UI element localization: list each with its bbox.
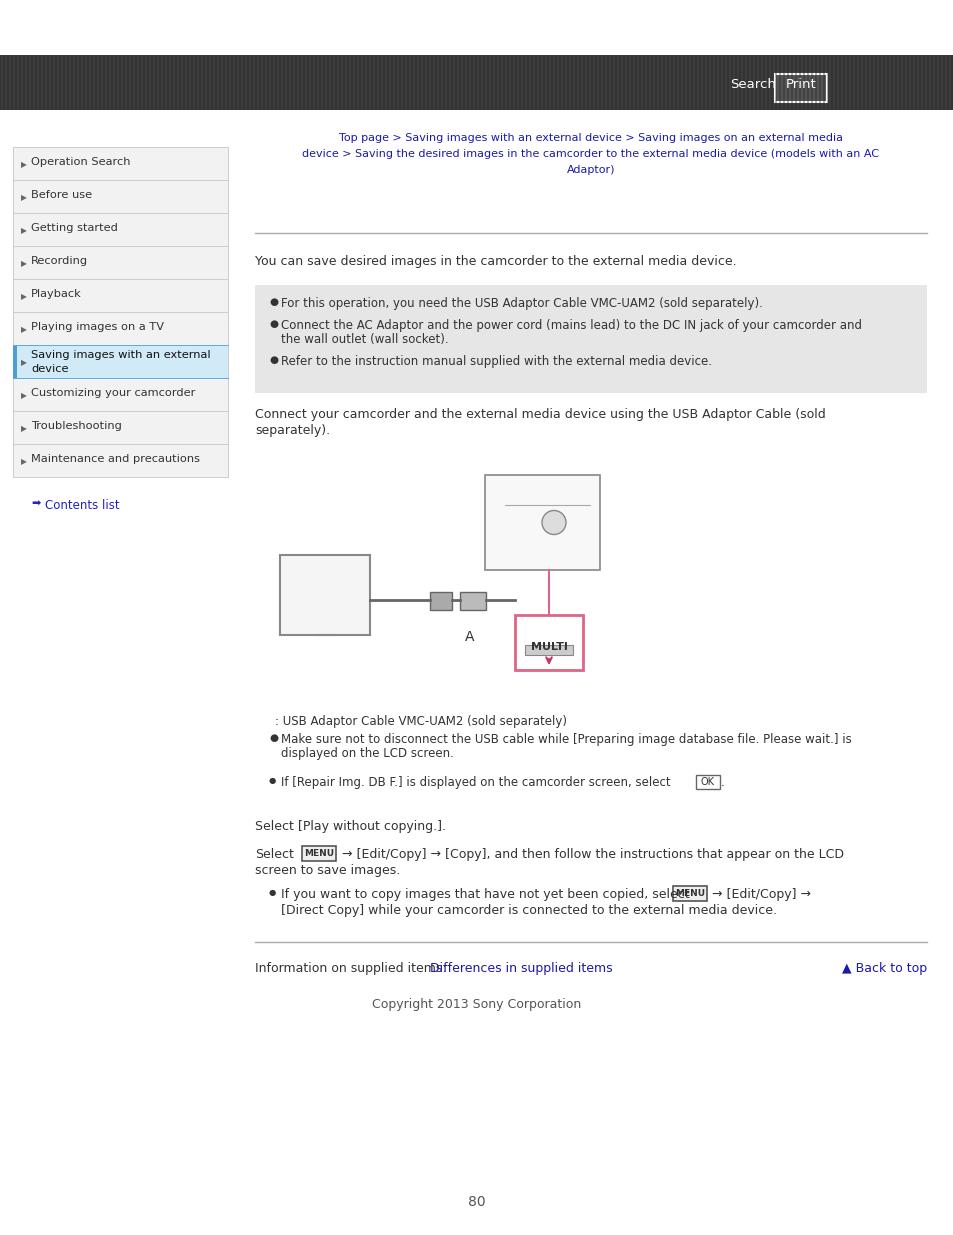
Text: ●: ● [269, 888, 276, 897]
Bar [484, 475, 599, 571]
Text: ▶: ▶ [21, 161, 27, 169]
Text: For this operation, you need the USB Adaptor Cable VMC-UAM2 (sold separately).: For this operation, you need the USB Ada… [281, 296, 762, 310]
Bar [302, 846, 335, 861]
Bar [459, 592, 485, 610]
Text: If you want to copy images that have not yet been copied, select: If you want to copy images that have not… [281, 888, 689, 902]
Text: ▶: ▶ [21, 325, 27, 333]
Bar [672, 885, 706, 902]
Text: Print: Print [785, 78, 816, 90]
Text: Select: Select [254, 848, 294, 861]
Text: ▶: ▶ [21, 193, 27, 203]
Bar [0, 0, 953, 56]
Text: Customizing your camcorder: Customizing your camcorder [30, 388, 195, 398]
Text: Refer to the instruction manual supplied with the external media device.: Refer to the instruction manual supplied… [281, 354, 711, 368]
Bar [13, 147, 228, 477]
Text: ●: ● [269, 354, 277, 366]
Text: Information on supplied items:: Information on supplied items: [254, 962, 450, 974]
Text: the wall outlet (wall socket).: the wall outlet (wall socket). [281, 333, 448, 346]
Text: Adaptor): Adaptor) [566, 165, 615, 175]
Text: 80: 80 [468, 1195, 485, 1209]
Text: A: A [465, 630, 475, 643]
Text: Maintenance and precautions: Maintenance and precautions [30, 454, 200, 464]
Text: Before use: Before use [30, 190, 92, 200]
Text: Recording: Recording [30, 256, 88, 266]
Bar [13, 345, 17, 378]
Text: device > Saving the desired images in the camcorder to the external media device: device > Saving the desired images in th… [302, 149, 879, 159]
Text: ●: ● [269, 776, 276, 785]
Bar [430, 592, 452, 610]
Text: → [Edit/Copy] →: → [Edit/Copy] → [707, 888, 810, 902]
Text: Operation Search: Operation Search [30, 157, 131, 167]
Text: You can save desired images in the camcorder to the external media device.: You can save desired images in the camco… [254, 254, 736, 268]
Text: ▶: ▶ [21, 424, 27, 433]
Text: Connect your camcorder and the external media device using the USB Adaptor Cable: Connect your camcorder and the external … [254, 408, 825, 421]
Text: → [Edit/Copy] → [Copy], and then follow the instructions that appear on the LCD: → [Edit/Copy] → [Copy], and then follow … [337, 848, 843, 861]
Text: ▶: ▶ [21, 291, 27, 301]
Text: Search: Search [729, 78, 775, 90]
Text: [Direct Copy] while your camcorder is connected to the external media device.: [Direct Copy] while your camcorder is co… [281, 904, 776, 918]
Text: MULTI: MULTI [530, 642, 567, 652]
Text: MENU: MENU [674, 889, 704, 899]
Text: ●: ● [269, 319, 277, 329]
Text: OK: OK [700, 777, 714, 787]
Bar [696, 776, 720, 789]
Text: ▲ Back to top: ▲ Back to top [841, 962, 926, 974]
Text: Contents list: Contents list [45, 499, 119, 513]
Bar [13, 345, 228, 378]
Bar [0, 56, 953, 110]
Bar [280, 555, 370, 635]
Text: Top page > Saving images with an external device > Saving images on an external : Top page > Saving images with an externa… [338, 133, 842, 143]
Text: Connect the AC Adaptor and the power cord (mains lead) to the DC IN jack of your: Connect the AC Adaptor and the power cor… [281, 319, 862, 332]
Text: Differences in supplied items: Differences in supplied items [430, 962, 612, 974]
Text: If [Repair Img. DB F.] is displayed on the camcorder screen, select: If [Repair Img. DB F.] is displayed on t… [281, 776, 670, 789]
Text: Select [Play without copying.].: Select [Play without copying.]. [254, 820, 446, 832]
Text: Playback: Playback [30, 289, 82, 299]
Text: Make sure not to disconnect the USB cable while [Preparing image database file. : Make sure not to disconnect the USB cabl… [281, 734, 851, 746]
Text: MENU: MENU [304, 850, 334, 858]
Text: Copyright 2013 Sony Corporation: Copyright 2013 Sony Corporation [372, 998, 581, 1011]
Text: ▶: ▶ [21, 259, 27, 268]
Bar [515, 615, 582, 671]
Text: separately).: separately). [254, 424, 330, 437]
Text: ▶: ▶ [21, 457, 27, 466]
Text: screen to save images.: screen to save images. [254, 864, 400, 877]
Text: .: . [720, 776, 724, 789]
Text: ▶: ▶ [21, 391, 27, 400]
Bar [254, 285, 926, 393]
Text: : USB Adaptor Cable VMC-UAM2 (sold separately): : USB Adaptor Cable VMC-UAM2 (sold separ… [274, 715, 566, 727]
Text: ▶: ▶ [21, 358, 27, 367]
Text: device: device [30, 364, 69, 374]
Text: Playing images on a TV: Playing images on a TV [30, 322, 164, 332]
Text: ●: ● [269, 734, 277, 743]
Bar [524, 645, 573, 655]
Text: ➡: ➡ [30, 499, 40, 509]
Text: Troubleshooting: Troubleshooting [30, 421, 122, 431]
Circle shape [541, 510, 565, 535]
Text: ▶: ▶ [21, 226, 27, 235]
Text: ●: ● [269, 296, 277, 308]
Text: Getting started: Getting started [30, 224, 118, 233]
Bar [774, 74, 826, 103]
Text: displayed on the LCD screen.: displayed on the LCD screen. [281, 747, 454, 760]
Text: Saving images with an external: Saving images with an external [30, 350, 211, 359]
